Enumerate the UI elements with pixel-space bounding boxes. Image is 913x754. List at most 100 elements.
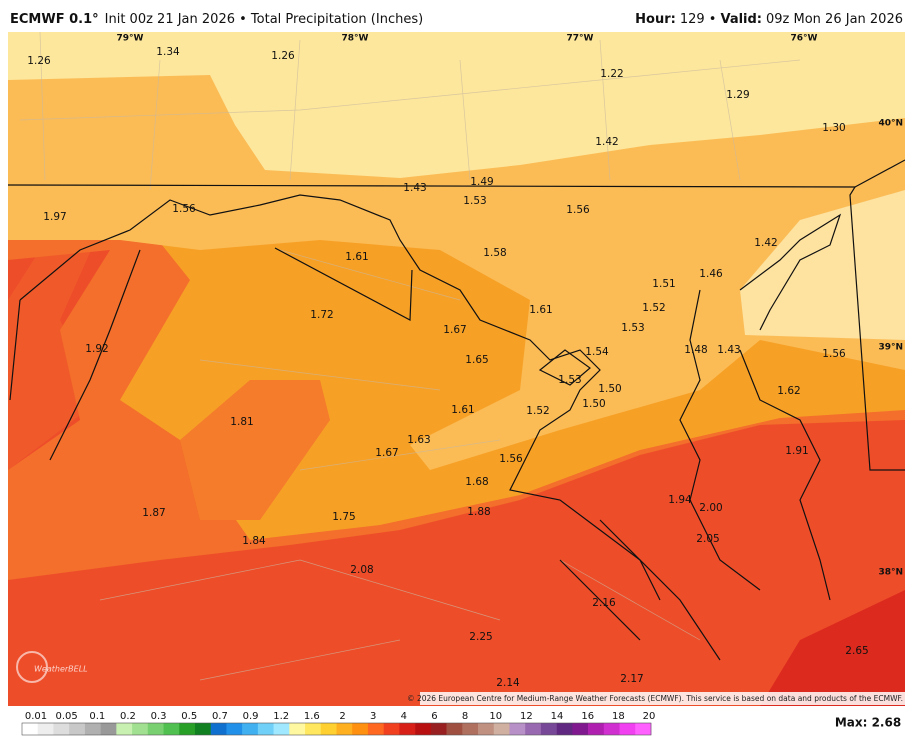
point-value: 1.56 — [822, 348, 846, 360]
colorbar-swatch — [84, 723, 101, 735]
colorbar-swatch — [572, 723, 589, 735]
model: ECMWF 0.1° — [10, 12, 99, 27]
zone-orange-red-2 — [180, 380, 330, 520]
colorbar: 0.01 0.05 0.1 0.2 0.3 0.5 0.7 0.9 1.2 1.6 2 3 4 6 8 10 1… — [21, 711, 655, 736]
colorbar-swatch — [540, 723, 557, 735]
colorbar-label: 8 — [462, 711, 468, 722]
point-value: 1.48 — [684, 344, 707, 356]
point-value: 1.30 — [822, 122, 845, 134]
point-value: 1.43 — [403, 182, 426, 194]
colorbar-label: 0.3 — [151, 711, 167, 722]
colorbar-swatch — [22, 723, 39, 735]
point-value: 1.51 — [652, 278, 675, 290]
colorbar-swatch — [430, 723, 447, 735]
point-value: 2.65 — [845, 645, 868, 657]
colorbar-label: 14 — [551, 711, 564, 722]
point-value: 1.46 — [699, 268, 723, 280]
colorbar-swatch — [603, 723, 620, 735]
point-value: 1.22 — [600, 68, 623, 80]
zone-red-orange — [8, 230, 100, 470]
colorbar-swatch — [210, 723, 227, 735]
point-value: 1.53 — [463, 195, 486, 207]
zone-dark-red — [760, 590, 905, 706]
logo-mark — [16, 651, 48, 683]
point-value: 1.68 — [465, 476, 488, 488]
point-value: 1.26 — [271, 50, 295, 62]
point-value: 1.75 — [332, 511, 355, 523]
description: Init 00z 21 Jan 2026 • Total Precipitati… — [105, 12, 424, 27]
chesapeake-shore — [679, 213, 842, 601]
colorbar-swatch — [132, 723, 149, 735]
colorbar-frame — [21, 722, 652, 736]
point-value: 1.65 — [465, 354, 488, 366]
colorbar-swatch — [100, 723, 117, 735]
potomac-border — [19, 194, 721, 661]
point-value: 1.58 — [483, 247, 506, 259]
point-value: 1.50 — [582, 398, 605, 410]
colorbar-swatch — [37, 723, 54, 735]
colorbar-swatch — [116, 723, 133, 735]
point-value: 2.00 — [699, 502, 722, 514]
colorbar-label: 0.01 — [25, 711, 47, 722]
colorbar-swatch — [635, 723, 652, 735]
colorbar-label: 10 — [489, 711, 502, 722]
labels: 79°W 78°W 77°W 76°W 40°N 39°N 38°N 1.26 1.34 1.26… — [27, 34, 903, 690]
point-value: 2.14 — [496, 677, 520, 689]
colorbar-swatch — [352, 723, 369, 735]
point-value: 1.88 — [467, 506, 490, 518]
point-value: 1.53 — [621, 322, 644, 334]
colorbar-label: 2 — [339, 711, 345, 722]
header-right: Hour: 129 • Valid: 09z Mon 26 Jan 2026 — [635, 12, 903, 27]
colorbar-swatch — [399, 723, 416, 735]
hour-label: Hour: — [635, 12, 676, 27]
colorbar-label: 3 — [370, 711, 376, 722]
point-value: 1.91 — [785, 445, 808, 457]
colorbar-label: 1.6 — [304, 711, 320, 722]
zone-pale-yellow-2 — [740, 190, 905, 340]
latitude-label: 39°N — [878, 343, 903, 353]
colorbar-swatch — [556, 723, 573, 735]
point-value: 1.52 — [642, 302, 665, 314]
colorbar-label: 18 — [612, 711, 625, 722]
county-line — [99, 249, 701, 681]
colorbar-label: 0.5 — [181, 711, 197, 722]
colorbar-swatch — [179, 723, 196, 735]
county-line — [19, 32, 801, 191]
latitude-label: 40°N — [878, 119, 903, 129]
colorbar-swatch — [415, 723, 432, 735]
point-value: 2.17 — [620, 673, 643, 685]
point-value: 1.67 — [375, 447, 398, 459]
colorbar-swatch — [69, 723, 86, 735]
point-value: 1.81 — [230, 416, 253, 428]
dc-border — [538, 349, 591, 386]
point-value: 1.87 — [142, 507, 165, 519]
point-value: 1.56 — [566, 204, 590, 216]
longitude-label: 78°W — [342, 34, 369, 44]
point-value: 1.54 — [585, 346, 609, 358]
point-value: 1.34 — [156, 46, 180, 58]
zone-pale-yellow — [8, 32, 905, 178]
colorbar-swatch — [53, 723, 70, 735]
colorbar-label: 4 — [401, 711, 407, 722]
colorbar-label: 1.2 — [273, 711, 289, 722]
point-value: 1.61 — [529, 304, 552, 316]
colorbar-label: 0.9 — [243, 711, 259, 722]
point-value: 1.61 — [451, 404, 474, 416]
colorbar-swatch — [163, 723, 180, 735]
copyright: © 2026 European Centre for Medium-Range … — [407, 694, 903, 703]
point-value: 2.25 — [469, 631, 492, 643]
colorbar-swatch — [320, 723, 337, 735]
point-value: 1.26 — [27, 55, 51, 67]
latitude-label: 38°N — [878, 568, 903, 578]
colorbar-swatch — [305, 723, 322, 735]
point-value: 1.67 — [443, 324, 466, 336]
colorbar-swatch — [289, 723, 306, 735]
point-value: 1.52 — [526, 405, 549, 417]
colorbar-swatch — [588, 723, 605, 735]
point-value: 2.16 — [592, 597, 616, 609]
colorbar-swatch — [242, 723, 259, 735]
point-value: 1.56 — [499, 453, 523, 465]
logo: WeatherBELL — [34, 665, 88, 674]
copyright-bg — [420, 692, 905, 705]
valid-value: 09z Mon 26 Jan 2026 — [766, 12, 903, 27]
